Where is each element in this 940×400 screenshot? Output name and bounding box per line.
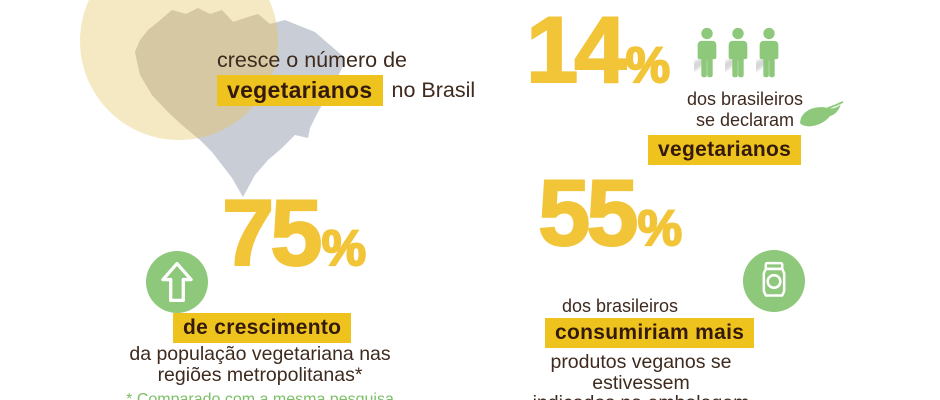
person-icon: [725, 27, 748, 78]
stat-declared-percent-sign: %: [625, 37, 671, 93]
stat-growth-desc: da população vegetariana nas regiões met…: [125, 344, 395, 385]
leaf-icon: [800, 101, 844, 127]
stat-declared-desc-line2: se declaram: [695, 110, 795, 130]
stat-declared-number: 14: [525, 0, 628, 102]
stat-growth-percent-sign: %: [321, 220, 367, 276]
stat-declared-value: 14%: [525, 2, 671, 98]
stat-consume-number: 55: [537, 160, 640, 265]
stat-consume-desc-line3: indicados na embalagem: [500, 393, 782, 400]
stat-growth-footnote: * Comparado com a mesma pesquisa: [126, 391, 394, 400]
title-rest: no Brasil: [391, 78, 476, 102]
stat-growth-highlight: de crescimento: [173, 313, 352, 343]
stat-growth-value: 75%: [221, 185, 367, 281]
stat-consume-highlight: consumiriam mais: [545, 318, 755, 348]
person-icon: [756, 27, 779, 78]
can-circle-icon: [743, 250, 805, 312]
stat-declared-desc: dos brasileiros se declaram: [660, 89, 830, 131]
people-icons-group: [694, 26, 782, 80]
stat-growth-desc-line1: da população vegetariana nas: [129, 343, 391, 365]
title-line1: cresce o número de: [217, 48, 408, 72]
stat-growth-desc-line2: regiões metropolitanas*: [157, 363, 363, 386]
stat-declared-desc-line1: dos brasileiros: [686, 89, 804, 109]
stat-consume-value: 55%: [537, 165, 683, 261]
person-icon: [694, 27, 717, 78]
stat-growth-number: 75: [221, 180, 324, 285]
title-highlight: vegetarianos: [217, 75, 383, 106]
arrow-up-circle-icon: [146, 251, 208, 313]
stat-consume-desc: produtos veganos se estivessem indicados…: [500, 352, 782, 400]
stat-consume-desc-line2: produtos veganos se estivessem: [550, 351, 732, 394]
stat-consume-percent-sign: %: [637, 200, 683, 256]
stat-declared-highlight: vegetarianos: [648, 135, 802, 165]
stat-consume-desc-line1: dos brasileiros: [561, 296, 679, 316]
hero-title: cresce o número de vegetarianos no Brasi…: [217, 48, 475, 106]
stat-consume-desc-top: dos brasileiros: [540, 296, 700, 317]
